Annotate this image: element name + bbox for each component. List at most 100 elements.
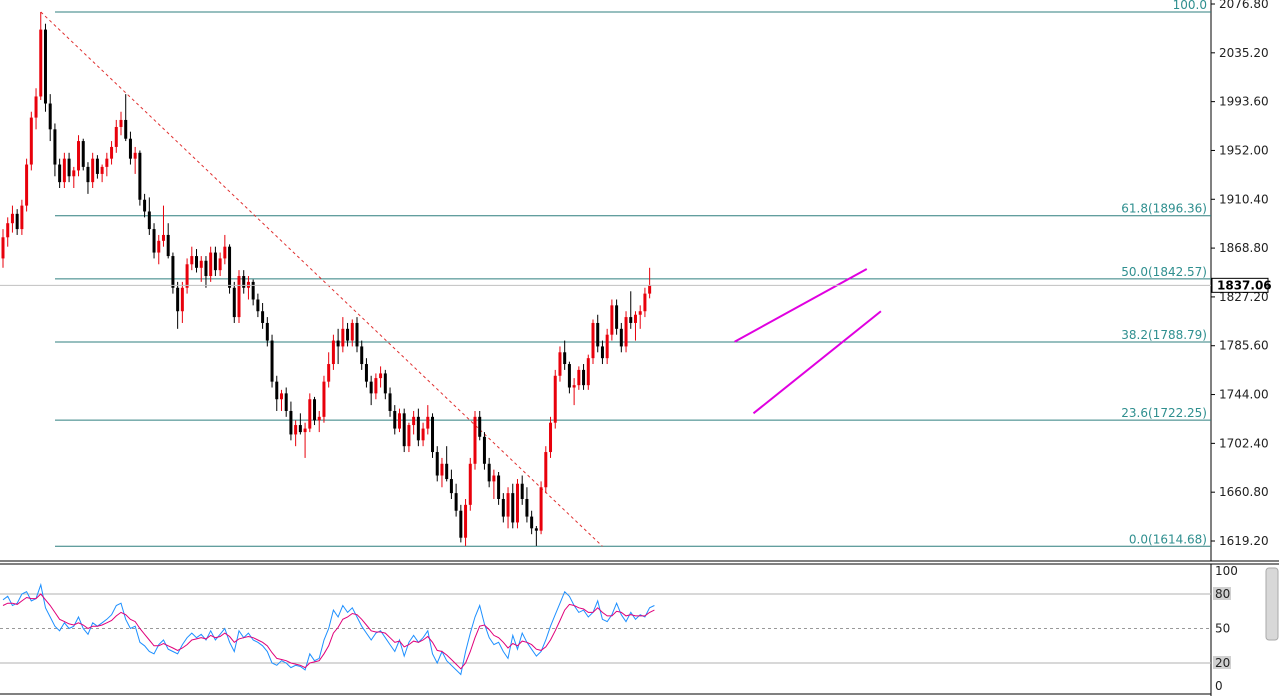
- fib-level-label: 50.0(1842.57): [1121, 265, 1207, 279]
- candle-body: [237, 276, 241, 318]
- candle-body: [298, 425, 302, 433]
- candle-body: [20, 205, 24, 230]
- price-axis-tick-label: 2035.20: [1219, 46, 1269, 60]
- candle-body: [223, 246, 227, 259]
- candle-body: [279, 393, 283, 400]
- candle-body: [383, 373, 387, 394]
- candle-body: [218, 258, 222, 271]
- candle-body: [77, 141, 81, 171]
- candle-body: [501, 498, 505, 517]
- candle-body: [228, 246, 232, 288]
- candle-body: [567, 364, 571, 388]
- candle-body: [110, 146, 114, 159]
- candle-body: [582, 369, 586, 386]
- candle-body: [407, 425, 411, 447]
- candle-body: [648, 285, 652, 294]
- candle-body: [610, 305, 614, 335]
- candle-body: [265, 322, 269, 341]
- candle-body: [360, 346, 364, 365]
- candle-body: [355, 322, 359, 347]
- price-axis-tick-label: 1993.60: [1219, 95, 1269, 109]
- candle-body: [596, 322, 600, 347]
- candle-body: [379, 373, 383, 379]
- candle-body: [242, 276, 246, 288]
- candle-body: [426, 416, 430, 429]
- candle-body: [322, 381, 326, 417]
- candle-body: [256, 299, 260, 312]
- fib-level-label: 0.0(1614.68): [1129, 532, 1207, 546]
- candle-body: [449, 479, 453, 494]
- candle-body: [261, 311, 265, 323]
- candle-body: [421, 428, 425, 441]
- candle-body: [525, 498, 529, 517]
- candle-body: [48, 103, 52, 130]
- candle-body: [615, 305, 619, 329]
- candle-body: [199, 260, 203, 268]
- candle-body: [402, 413, 406, 447]
- candle-body: [629, 317, 633, 323]
- price-axis-tick-label: 1660.80: [1219, 485, 1269, 499]
- candle-body: [161, 234, 165, 241]
- candle-body: [39, 29, 43, 97]
- candle-body: [388, 393, 392, 411]
- candle-body: [341, 328, 345, 347]
- candle-body: [251, 281, 255, 300]
- candle-body: [190, 256, 194, 265]
- price-axis-tick-label: 1827.20: [1219, 290, 1269, 304]
- candle-body: [128, 138, 132, 159]
- candle-body: [577, 369, 581, 386]
- candle-body: [511, 493, 515, 523]
- candle-body: [72, 170, 76, 177]
- candle-body: [327, 364, 331, 382]
- fib-level-label: 38.2(1788.79): [1121, 328, 1207, 342]
- candle-body: [553, 375, 557, 423]
- oscillator-fast-line: [2, 582, 655, 676]
- candle-body: [100, 166, 104, 174]
- candle-body: [246, 281, 250, 288]
- candle-body: [133, 152, 137, 159]
- candle-body: [619, 328, 623, 347]
- candle-body: [374, 378, 378, 394]
- fib-level-label: 23.6(1722.25): [1121, 406, 1207, 420]
- candle-body: [482, 436, 486, 464]
- candle-body: [195, 256, 199, 268]
- price-axis-tick-label: 2076.80: [1219, 0, 1269, 11]
- candle-body: [331, 340, 335, 365]
- candle-body: [166, 234, 170, 257]
- candle-body: [412, 416, 416, 426]
- candle-body: [478, 416, 482, 437]
- candle-body: [638, 311, 642, 315]
- candle-body: [124, 119, 128, 139]
- candle-body: [600, 346, 604, 359]
- candle-body: [435, 452, 439, 476]
- candle-body: [105, 158, 109, 167]
- candle-body: [346, 328, 350, 341]
- candle-body: [572, 385, 576, 388]
- candle-body: [534, 528, 538, 531]
- candle-body: [586, 358, 590, 386]
- oscillator-tick-label: 100: [1215, 564, 1238, 578]
- price-axis-tick-label: 1910.40: [1219, 192, 1269, 206]
- candle-body: [6, 223, 10, 238]
- candle-body: [25, 164, 29, 206]
- candle-body: [308, 399, 312, 429]
- candle-body: [43, 29, 47, 104]
- candle-body: [303, 428, 307, 433]
- candle-body: [289, 410, 293, 435]
- candle-body: [473, 416, 477, 464]
- candle-body: [416, 416, 420, 441]
- candle-body: [464, 504, 468, 538]
- candle-body: [336, 340, 340, 347]
- candle-body: [53, 129, 57, 165]
- oscillator-tick-label: 50: [1215, 622, 1230, 636]
- fib-level-label: 61.8(1896.36): [1121, 202, 1207, 216]
- pane-scrollbar[interactable]: [1265, 567, 1279, 641]
- candle-body: [515, 483, 519, 523]
- channel-upper-line: [734, 268, 868, 343]
- candle-body: [180, 287, 184, 312]
- candle-body: [506, 493, 510, 517]
- price-pane: 2076.80 2035.20 1993.60 1952.00 1910.40 1868.…: [0, 0, 1272, 548]
- candle-body: [138, 152, 142, 200]
- candle-body: [176, 287, 180, 312]
